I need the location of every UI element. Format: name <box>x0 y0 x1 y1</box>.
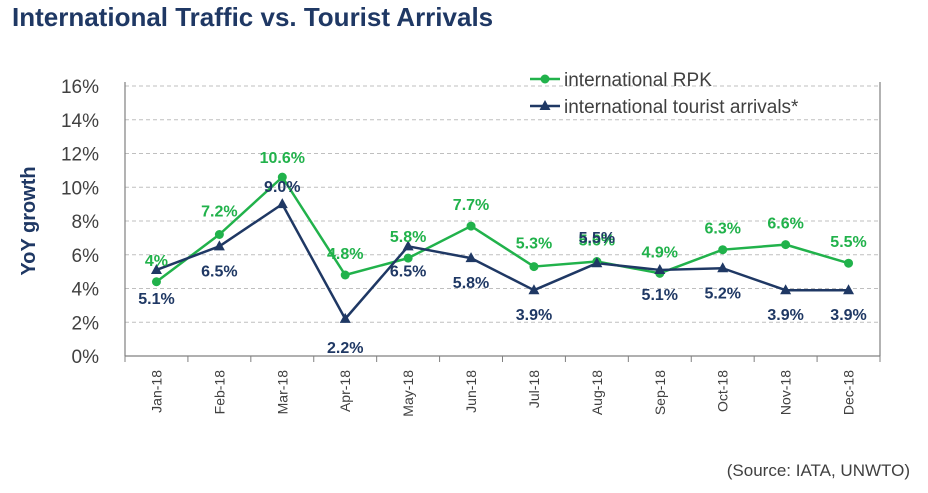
rpk-point <box>466 221 476 231</box>
rpk-line <box>155 175 849 283</box>
arrivals-point <box>150 263 162 274</box>
y-tick-label: 0% <box>72 347 100 368</box>
rpk-point <box>529 262 539 272</box>
rpk-data-label: 5.3% <box>516 236 552 253</box>
x-tick-label: Oct-18 <box>715 370 731 412</box>
arrivals-data-label: 5.8% <box>453 275 489 292</box>
arrivals-point <box>276 198 288 209</box>
arrivals-data-label: 6.5% <box>201 263 237 280</box>
rpk-data-label: 4.9% <box>642 244 678 261</box>
y-tick-label: 4% <box>72 280 100 301</box>
y-tick-label: 10% <box>61 178 99 199</box>
x-tick-label: Sep-18 <box>652 370 668 415</box>
legend-circle-marker <box>540 74 550 84</box>
rpk-point <box>340 270 350 280</box>
x-tick-label: Jul-18 <box>526 370 542 408</box>
gridlines <box>125 85 880 323</box>
rpk-point <box>277 172 287 182</box>
y-tick-label: 6% <box>72 246 100 267</box>
arrivals-point <box>465 252 477 263</box>
axes: 0% 2% 4% 6% 8% 10% 12% 14% 16% Jan-18 Feb-18 Mar-18… <box>61 77 881 417</box>
series-lines <box>155 175 849 321</box>
legend-label: international tourist arrivals* <box>564 97 799 118</box>
y-axis-label: YoY growth <box>18 166 40 275</box>
arrivals-data-label: 5.5% <box>579 230 615 247</box>
rpk-point <box>844 258 854 268</box>
rpk-data-label: 10.6% <box>260 150 305 167</box>
rpk-data-label: 6.6% <box>767 216 803 233</box>
rpk-data-label: 4.8% <box>327 246 363 263</box>
x-tick-label: Jan-18 <box>148 370 164 413</box>
rpk-data-label: 5.5% <box>830 234 866 251</box>
x-tick-label: Jun-18 <box>463 370 479 413</box>
arrivals-point <box>213 240 225 251</box>
arrivals-data-label: 5.1% <box>642 287 678 304</box>
rpk-point <box>403 253 413 263</box>
series-markers <box>150 172 855 323</box>
arrivals-point <box>339 312 351 323</box>
x-tick-label: Dec-18 <box>841 370 857 415</box>
x-tick-label: Aug-18 <box>589 370 605 415</box>
arrivals-data-label: 5.1% <box>138 291 174 308</box>
x-tick-label: Mar-18 <box>274 370 290 415</box>
y-tick-label: 12% <box>61 145 99 166</box>
y-tick-label: 16% <box>61 77 99 98</box>
rpk-data-label: 4% <box>145 253 168 270</box>
arrivals-point <box>591 257 603 268</box>
rpk-point <box>781 240 791 250</box>
arrivals-data-label: 3.9% <box>767 307 803 324</box>
arrivals-line <box>156 202 849 321</box>
rpk-data-label: 5.8% <box>390 229 426 246</box>
y-tick-label: 14% <box>61 111 99 132</box>
arrivals-data-label: 3.9% <box>516 307 552 324</box>
rpk-point <box>718 245 728 255</box>
x-tick-label: May-18 <box>400 370 416 417</box>
rpk-point <box>214 230 224 239</box>
legend: international RPK international tourist a… <box>530 70 799 118</box>
rpk-data-label: 6.3% <box>704 221 740 238</box>
rpk-data-label: 7.2% <box>201 204 237 221</box>
arrivals-data-label: 5.2% <box>704 285 740 302</box>
x-tick-label: Apr-18 <box>337 370 353 412</box>
x-tick-label: Nov-18 <box>778 370 794 415</box>
arrivals-point <box>717 262 729 273</box>
x-tick-label: Feb-18 <box>211 370 227 415</box>
arrivals-point <box>528 284 540 295</box>
arrivals-point <box>654 263 666 274</box>
data-labels: 4% 7.2% 10.6% 4.8% 5.8% 7.7% 5.3% 5.6% 4.9% 6.3% 6… <box>138 150 867 357</box>
arrivals-data-label: 9.0% <box>264 179 300 196</box>
y-tick-label: 2% <box>72 313 100 334</box>
source-note: (Source: IATA, UNWTO) <box>726 461 910 480</box>
y-tick-label: 8% <box>72 212 100 233</box>
arrivals-point <box>402 240 414 251</box>
rpk-data-label: 7.7% <box>453 197 489 214</box>
rpk-point <box>151 277 161 287</box>
chart-title: International Traffic vs. Tourist Arriva… <box>12 2 494 32</box>
arrivals-data-label: 3.9% <box>830 307 866 324</box>
legend-triangle-marker <box>539 100 551 110</box>
arrivals-point <box>843 284 855 295</box>
arrivals-data-label: 6.5% <box>390 263 426 280</box>
rpk-data-label: 5.6% <box>579 233 615 250</box>
arrivals-data-label: 2.2% <box>327 340 363 357</box>
legend-label: international RPK <box>564 70 712 91</box>
arrivals-point <box>780 284 792 295</box>
